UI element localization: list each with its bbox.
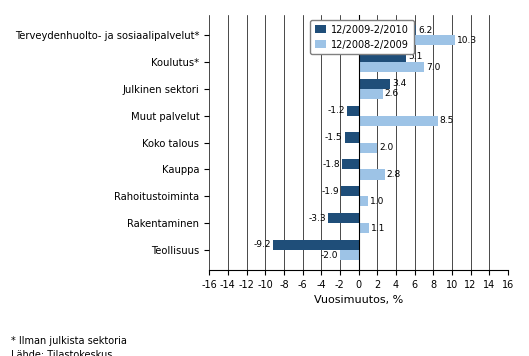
Bar: [359, 89, 383, 99]
Bar: [359, 169, 385, 180]
Text: -3.3: -3.3: [308, 214, 326, 222]
Text: 3.4: 3.4: [392, 79, 406, 88]
Bar: [342, 159, 359, 169]
Text: 6.2: 6.2: [418, 26, 433, 35]
Bar: [359, 196, 368, 206]
Bar: [359, 62, 424, 72]
Text: -1.9: -1.9: [321, 187, 339, 196]
Bar: [340, 250, 359, 260]
Text: -9.2: -9.2: [253, 240, 271, 250]
Bar: [359, 142, 377, 153]
Text: 7.0: 7.0: [426, 63, 440, 72]
Bar: [359, 52, 406, 62]
Text: -1.2: -1.2: [328, 106, 345, 115]
Text: * Ilman julkista sektoria: * Ilman julkista sektoria: [11, 336, 126, 346]
Bar: [341, 186, 359, 196]
Bar: [359, 116, 438, 126]
Bar: [359, 25, 416, 35]
Text: -1.5: -1.5: [325, 133, 343, 142]
Bar: [344, 132, 359, 142]
Bar: [348, 105, 359, 116]
Text: 2.6: 2.6: [385, 89, 399, 99]
Bar: [359, 35, 455, 45]
Text: 1.0: 1.0: [370, 197, 384, 206]
Text: Lähde: Tilastokeskus: Lähde: Tilastokeskus: [11, 350, 112, 356]
X-axis label: Vuosimuutos, %: Vuosimuutos, %: [314, 295, 403, 305]
Text: 5.1: 5.1: [408, 52, 422, 61]
Bar: [272, 240, 359, 250]
Text: 1.1: 1.1: [371, 224, 385, 233]
Text: 2.8: 2.8: [387, 170, 401, 179]
Text: 2.0: 2.0: [379, 143, 394, 152]
Text: -1.8: -1.8: [322, 160, 340, 169]
Text: 8.5: 8.5: [440, 116, 454, 125]
Bar: [328, 213, 359, 223]
Bar: [359, 223, 369, 233]
Text: -2.0: -2.0: [321, 251, 338, 260]
Bar: [359, 79, 390, 89]
Legend: 12/2009-2/2010, 12/2008-2/2009: 12/2009-2/2010, 12/2008-2/2009: [309, 20, 414, 54]
Text: 10.3: 10.3: [457, 36, 477, 45]
